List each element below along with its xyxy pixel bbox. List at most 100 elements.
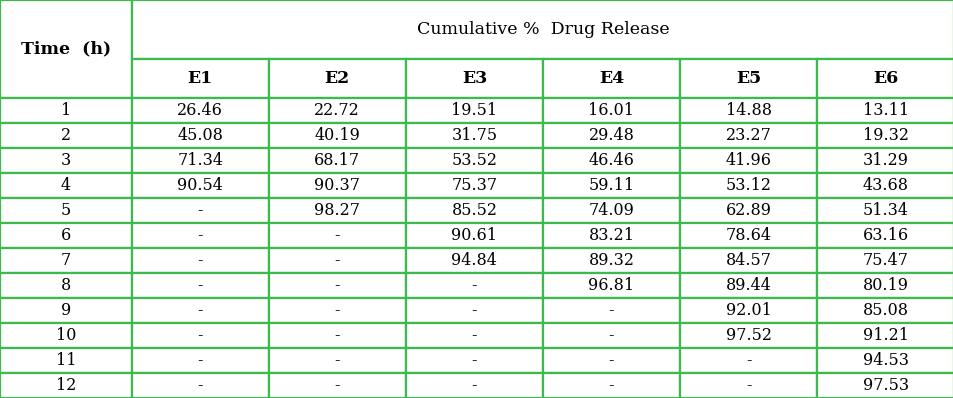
Bar <box>405 298 542 323</box>
Text: 68.17: 68.17 <box>314 152 360 169</box>
Text: -: - <box>471 327 476 344</box>
Bar <box>0 273 132 298</box>
Bar <box>542 373 679 398</box>
Bar <box>132 173 269 198</box>
Bar <box>679 348 816 373</box>
Bar <box>542 273 679 298</box>
Text: 10: 10 <box>55 327 76 344</box>
Text: 5: 5 <box>61 202 71 219</box>
Text: 92.01: 92.01 <box>725 302 771 319</box>
Bar <box>0 98 132 123</box>
Text: E1: E1 <box>188 70 213 87</box>
Bar <box>542 248 679 273</box>
Bar <box>679 59 816 98</box>
Bar <box>405 148 542 173</box>
Text: -: - <box>335 327 339 344</box>
Text: 26.46: 26.46 <box>177 102 223 119</box>
Bar <box>0 223 132 248</box>
Bar <box>0 298 132 323</box>
Text: 59.11: 59.11 <box>588 177 634 194</box>
Text: 14.88: 14.88 <box>725 102 771 119</box>
Text: Cumulative %  Drug Release: Cumulative % Drug Release <box>416 21 669 38</box>
Bar <box>816 148 953 173</box>
Bar <box>405 223 542 248</box>
Bar <box>132 148 269 173</box>
Text: 97.52: 97.52 <box>725 327 771 344</box>
Bar <box>0 0 132 98</box>
Bar <box>269 148 405 173</box>
Text: -: - <box>471 277 476 294</box>
Bar <box>405 98 542 123</box>
Bar <box>816 123 953 148</box>
Text: 75.47: 75.47 <box>862 252 907 269</box>
Bar <box>132 59 269 98</box>
Bar <box>269 373 405 398</box>
Bar <box>816 248 953 273</box>
Bar <box>405 173 542 198</box>
Bar <box>542 173 679 198</box>
Text: -: - <box>471 302 476 319</box>
Bar <box>269 59 405 98</box>
Bar <box>269 123 405 148</box>
Text: 85.52: 85.52 <box>451 202 497 219</box>
Bar <box>542 298 679 323</box>
Bar <box>679 273 816 298</box>
Bar <box>132 348 269 373</box>
Text: 94.53: 94.53 <box>862 352 907 369</box>
Bar <box>816 98 953 123</box>
Text: Time  (h): Time (h) <box>21 41 111 57</box>
Bar <box>132 273 269 298</box>
Bar <box>405 273 542 298</box>
Text: 84.57: 84.57 <box>725 252 771 269</box>
Text: -: - <box>608 352 614 369</box>
Text: E3: E3 <box>461 70 486 87</box>
Text: -: - <box>197 202 203 219</box>
Bar <box>816 59 953 98</box>
Bar <box>0 173 132 198</box>
Bar <box>269 298 405 323</box>
Bar <box>269 348 405 373</box>
Text: 31.75: 31.75 <box>451 127 497 144</box>
Text: 89.44: 89.44 <box>725 277 771 294</box>
Bar <box>0 248 132 273</box>
Bar <box>405 323 542 348</box>
Text: 22.72: 22.72 <box>314 102 360 119</box>
Bar <box>542 148 679 173</box>
Bar <box>269 323 405 348</box>
Bar <box>816 273 953 298</box>
Text: -: - <box>197 302 203 319</box>
Bar <box>269 198 405 223</box>
Text: 83.21: 83.21 <box>588 227 634 244</box>
Text: -: - <box>335 377 339 394</box>
Bar <box>405 198 542 223</box>
Bar <box>679 198 816 223</box>
Bar <box>405 248 542 273</box>
Text: 94.84: 94.84 <box>451 252 497 269</box>
Text: 29.48: 29.48 <box>588 127 634 144</box>
Bar <box>542 348 679 373</box>
Bar <box>0 323 132 348</box>
Bar <box>405 123 542 148</box>
Text: 40.19: 40.19 <box>314 127 360 144</box>
Text: 12: 12 <box>55 377 76 394</box>
Text: 23.27: 23.27 <box>725 127 771 144</box>
Bar <box>405 373 542 398</box>
Text: -: - <box>197 227 203 244</box>
Text: 91.21: 91.21 <box>862 327 907 344</box>
Text: 31.29: 31.29 <box>862 152 907 169</box>
Text: -: - <box>471 352 476 369</box>
Text: 90.61: 90.61 <box>451 227 497 244</box>
Text: 9: 9 <box>61 302 71 319</box>
Text: -: - <box>745 377 751 394</box>
Bar <box>542 59 679 98</box>
Text: 78.64: 78.64 <box>725 227 771 244</box>
Text: -: - <box>335 227 339 244</box>
Bar <box>816 173 953 198</box>
Bar <box>816 323 953 348</box>
Bar <box>679 248 816 273</box>
Bar <box>132 198 269 223</box>
Text: E6: E6 <box>872 70 898 87</box>
Text: -: - <box>608 327 614 344</box>
Text: 43.68: 43.68 <box>862 177 907 194</box>
Bar <box>132 248 269 273</box>
